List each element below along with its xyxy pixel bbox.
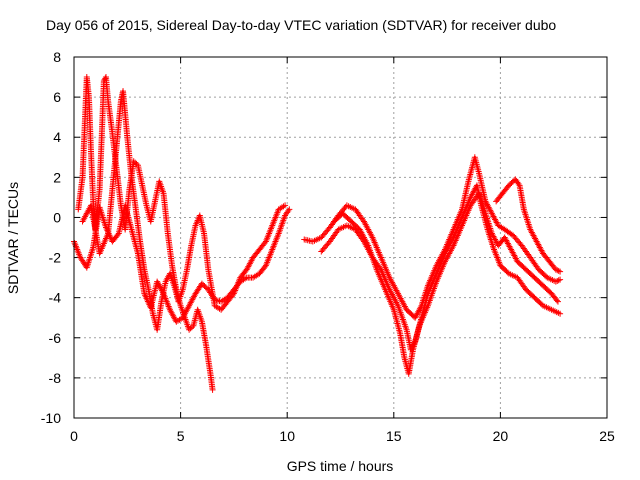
y-tick-label: -10	[41, 410, 61, 426]
data-point	[209, 386, 216, 393]
y-tick-label: 4	[53, 129, 61, 145]
y-axis-label: SDTVAR / TECUs	[5, 182, 21, 294]
y-tick-label: -2	[49, 250, 62, 266]
x-tick-label: 15	[386, 428, 402, 444]
data-point	[557, 268, 564, 275]
plot-frame	[73, 56, 608, 419]
data-point	[133, 160, 140, 167]
x-tick-label: 10	[279, 428, 295, 444]
data-point	[114, 231, 121, 238]
y-tick-label: 8	[53, 49, 61, 65]
data-point	[554, 298, 561, 305]
y-tick-label: 2	[53, 169, 61, 185]
data-point	[557, 310, 564, 317]
x-axis-label: GPS time / hours	[287, 458, 394, 474]
data-point	[187, 325, 194, 332]
data-point	[286, 206, 293, 213]
y-tick-label: 6	[53, 89, 61, 105]
data-point	[552, 278, 559, 285]
data-point	[132, 159, 139, 166]
x-tick-label: 5	[177, 428, 185, 444]
y-tick-label: -8	[49, 370, 62, 386]
data-point	[553, 297, 560, 304]
chart-title: Day 056 of 2015, Sidereal Day-to-day VTE…	[46, 17, 556, 33]
data-point	[554, 277, 561, 284]
data-point	[282, 202, 289, 209]
y-tick-label: -6	[49, 330, 62, 346]
y-tick-label: 0	[53, 209, 61, 225]
data-point	[554, 267, 561, 274]
data-point	[216, 298, 223, 305]
data-points	[71, 74, 564, 393]
data-point	[555, 267, 562, 274]
x-tick-label: 20	[493, 428, 509, 444]
grid	[74, 57, 607, 418]
x-tick-label: 0	[70, 428, 78, 444]
x-tick-label: 25	[599, 428, 615, 444]
data-point	[188, 324, 195, 331]
y-tick-label: -4	[49, 290, 62, 306]
data-point	[186, 326, 193, 333]
data-point	[555, 277, 562, 284]
data-point	[552, 266, 559, 273]
data-point	[557, 276, 564, 283]
